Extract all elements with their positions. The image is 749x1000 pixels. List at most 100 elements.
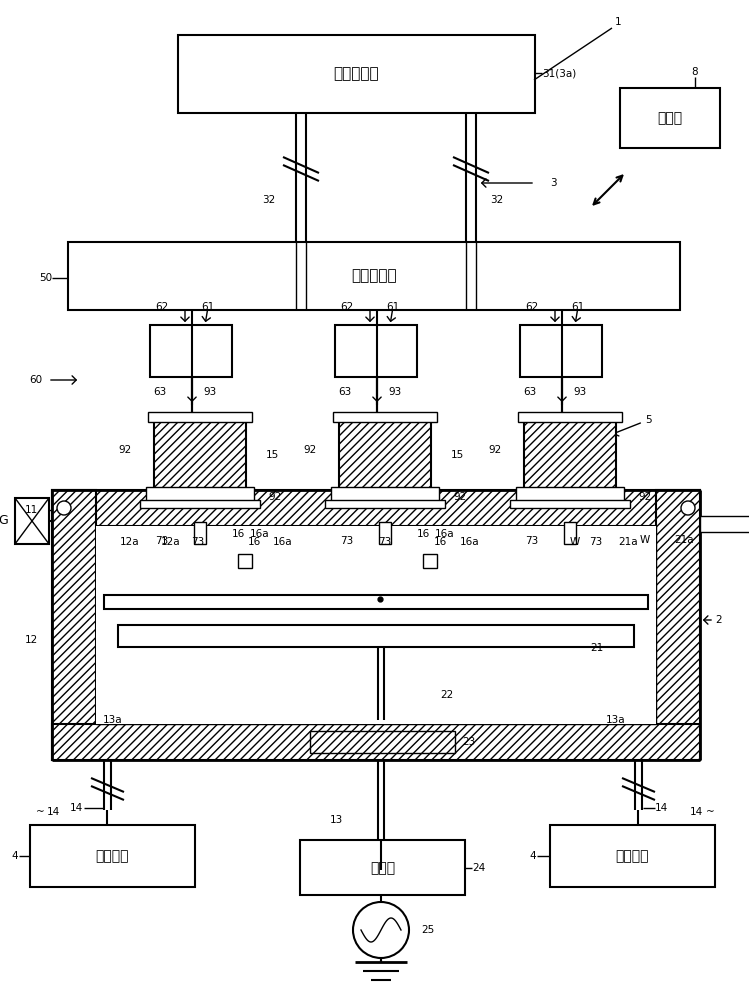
Bar xyxy=(518,412,622,422)
Text: 匹配器: 匹配器 xyxy=(371,861,395,875)
Bar xyxy=(238,554,252,568)
Text: 排气装置: 排气装置 xyxy=(95,849,129,863)
Bar xyxy=(15,498,49,544)
Bar xyxy=(379,522,391,544)
Text: 14: 14 xyxy=(690,807,703,817)
Text: 13a: 13a xyxy=(103,715,123,725)
Bar xyxy=(178,35,535,113)
Bar xyxy=(150,325,232,377)
Text: 32: 32 xyxy=(261,195,275,205)
Text: 61: 61 xyxy=(386,302,400,312)
Text: 73: 73 xyxy=(589,537,603,547)
Text: 16: 16 xyxy=(416,529,430,539)
Text: 21a: 21a xyxy=(674,535,694,545)
Text: 60: 60 xyxy=(29,375,42,385)
Bar xyxy=(524,420,616,505)
Circle shape xyxy=(353,902,409,958)
Text: 62: 62 xyxy=(525,302,539,312)
Text: 控制部: 控制部 xyxy=(658,111,682,125)
Bar xyxy=(335,325,417,377)
Text: 13a: 13a xyxy=(606,715,625,725)
Text: 1: 1 xyxy=(615,17,622,27)
Text: 22: 22 xyxy=(440,690,453,700)
Bar xyxy=(140,500,260,508)
Text: 4: 4 xyxy=(530,851,536,861)
Text: 50: 50 xyxy=(39,273,52,283)
Bar xyxy=(620,88,720,148)
Text: 92: 92 xyxy=(489,445,502,455)
Text: 14: 14 xyxy=(46,807,60,817)
Bar xyxy=(656,490,700,760)
Text: W: W xyxy=(640,535,650,545)
Text: G: G xyxy=(0,514,8,528)
Circle shape xyxy=(681,501,695,515)
Text: 5: 5 xyxy=(645,415,652,425)
Text: 4: 4 xyxy=(11,851,18,861)
Text: 92: 92 xyxy=(119,445,132,455)
Text: 63: 63 xyxy=(339,387,351,397)
Bar xyxy=(146,487,254,507)
Bar xyxy=(423,554,437,568)
Text: 8: 8 xyxy=(691,67,698,77)
Text: ~: ~ xyxy=(36,807,44,817)
Text: 73: 73 xyxy=(340,536,354,546)
Text: 73: 73 xyxy=(378,537,392,547)
Bar xyxy=(154,420,246,505)
Text: 15: 15 xyxy=(266,450,279,460)
Text: 11: 11 xyxy=(25,505,38,515)
Text: 16: 16 xyxy=(231,529,245,539)
Bar xyxy=(550,825,715,887)
Text: 73: 73 xyxy=(525,536,539,546)
Text: 16: 16 xyxy=(247,537,261,547)
Bar xyxy=(194,522,206,544)
Bar xyxy=(52,724,700,760)
Text: 2: 2 xyxy=(715,615,721,625)
Text: 32: 32 xyxy=(490,195,503,205)
Text: 12a: 12a xyxy=(120,537,139,547)
Text: 63: 63 xyxy=(154,387,166,397)
Text: 93: 93 xyxy=(574,387,586,397)
Bar xyxy=(700,516,749,532)
Bar xyxy=(310,731,455,753)
Text: 16: 16 xyxy=(434,537,446,547)
Text: 14: 14 xyxy=(70,803,83,813)
Text: 23: 23 xyxy=(462,737,476,747)
Bar xyxy=(68,242,680,310)
Bar xyxy=(30,825,195,887)
Text: 21: 21 xyxy=(590,643,603,653)
Bar xyxy=(52,490,96,760)
Text: 93: 93 xyxy=(389,387,401,397)
Bar xyxy=(300,840,465,895)
Bar xyxy=(339,420,431,505)
Text: 63: 63 xyxy=(524,387,536,397)
Text: 3: 3 xyxy=(550,178,557,188)
Circle shape xyxy=(57,501,71,515)
Text: 16a: 16a xyxy=(435,529,455,539)
Text: 62: 62 xyxy=(340,302,354,312)
Bar xyxy=(148,412,252,422)
Text: 14: 14 xyxy=(655,803,668,813)
Text: 21a: 21a xyxy=(618,537,638,547)
Text: 12a: 12a xyxy=(161,537,181,547)
Text: 73: 73 xyxy=(192,537,204,547)
Text: 气体供给源: 气体供给源 xyxy=(334,66,379,82)
Bar xyxy=(52,490,700,526)
Text: ~: ~ xyxy=(706,807,715,817)
Text: 31(3a): 31(3a) xyxy=(542,68,576,78)
Bar xyxy=(510,500,630,508)
Text: 24: 24 xyxy=(472,863,485,873)
Text: 92: 92 xyxy=(268,492,282,502)
Text: 12: 12 xyxy=(25,635,38,645)
Text: 61: 61 xyxy=(201,302,215,312)
Bar xyxy=(104,595,648,609)
Bar xyxy=(325,500,445,508)
Bar xyxy=(520,325,602,377)
Text: 73: 73 xyxy=(155,536,169,546)
Bar xyxy=(333,412,437,422)
Text: 92: 92 xyxy=(304,445,317,455)
Text: 16a: 16a xyxy=(273,537,293,547)
Bar xyxy=(331,487,439,507)
Text: 微波输出部: 微波输出部 xyxy=(351,268,397,284)
Bar xyxy=(118,625,634,647)
Text: 92: 92 xyxy=(453,492,466,502)
